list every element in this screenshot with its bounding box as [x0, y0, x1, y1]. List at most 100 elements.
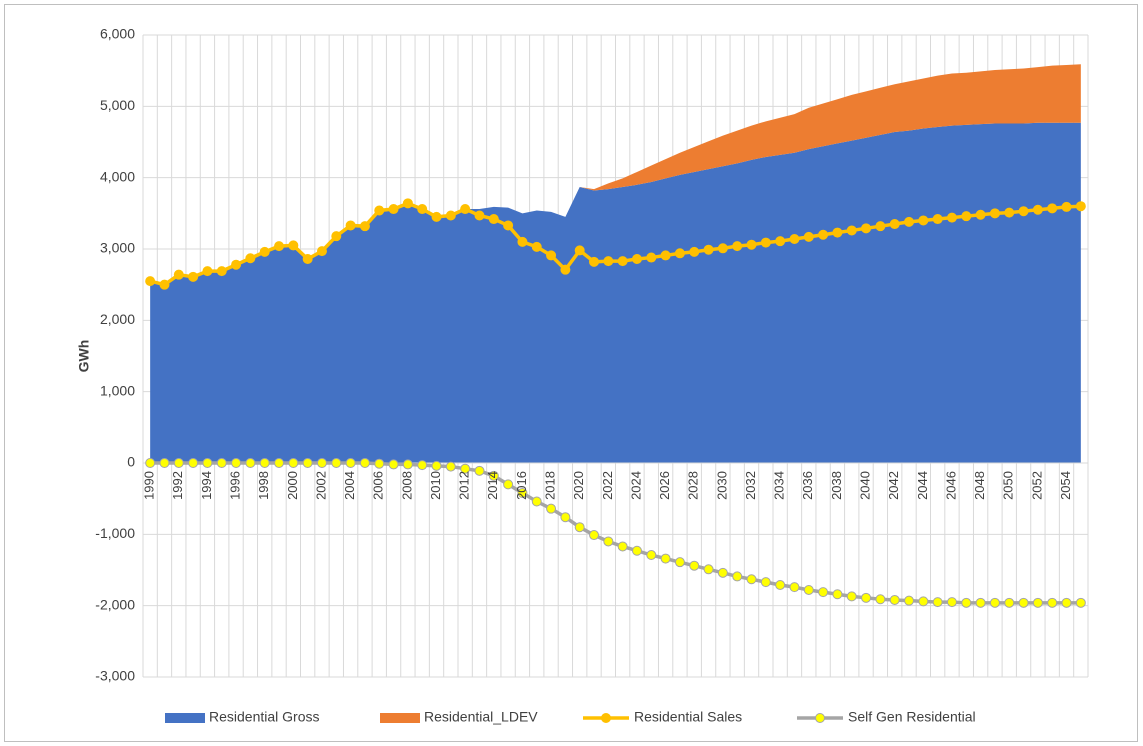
marker: [674, 557, 685, 568]
y-tick-label: 6,000: [100, 26, 135, 42]
marker: [732, 571, 743, 582]
marker: [975, 209, 986, 220]
marker: [646, 550, 657, 561]
marker: [546, 503, 557, 514]
y-tick-label: -2,000: [95, 596, 135, 612]
marker: [818, 229, 829, 240]
marker: [1061, 201, 1072, 212]
legend-label: Residential Sales: [634, 709, 742, 725]
marker: [245, 253, 256, 264]
marker: [631, 253, 642, 264]
x-tick-label: 2042: [886, 471, 901, 500]
marker: [846, 591, 857, 602]
marker: [302, 458, 313, 468]
marker: [861, 592, 872, 603]
marker: [989, 208, 1000, 219]
marker: [302, 253, 313, 264]
marker: [631, 545, 642, 556]
marker: [445, 461, 456, 472]
marker: [173, 458, 184, 468]
y-tick-label: 2,000: [100, 311, 135, 327]
x-tick-label: 2032: [743, 471, 758, 500]
x-tick-label: 2048: [972, 471, 987, 500]
x-tick-label: 2016: [514, 471, 529, 500]
x-tick-label: 1992: [170, 471, 185, 500]
x-tick-label: 2020: [571, 471, 586, 500]
marker: [274, 458, 285, 468]
y-tick-label: 1,000: [100, 382, 135, 398]
marker: [703, 244, 714, 255]
marker: [231, 259, 242, 270]
marker: [274, 241, 285, 252]
marker: [1061, 597, 1072, 608]
marker: [1047, 203, 1058, 214]
marker: [188, 458, 199, 468]
marker: [431, 460, 442, 471]
marker: [603, 536, 614, 547]
marker: [789, 582, 800, 593]
marker: [474, 210, 485, 221]
x-tick-label: 1990: [142, 471, 157, 500]
marker: [818, 587, 829, 598]
marker: [145, 458, 156, 468]
marker: [603, 256, 614, 267]
marker: [875, 594, 886, 605]
marker: [245, 458, 256, 468]
marker: [703, 564, 714, 575]
legend-swatch: [165, 713, 205, 723]
marker: [946, 597, 957, 608]
marker: [374, 205, 385, 216]
marker: [918, 596, 929, 607]
marker: [331, 458, 342, 468]
marker: [145, 276, 156, 287]
marker: [889, 219, 900, 230]
legend-swatch: [380, 713, 420, 723]
marker: [259, 458, 270, 468]
area: [150, 122, 1081, 464]
marker: [374, 458, 385, 469]
x-tick-label: 2034: [772, 471, 787, 500]
marker: [961, 597, 972, 608]
marker: [689, 246, 700, 257]
marker: [445, 210, 456, 221]
legend-label: Residential Gross: [209, 709, 320, 725]
x-tick-label: 2008: [399, 471, 414, 500]
marker: [674, 248, 685, 259]
marker: [316, 246, 327, 257]
marker: [574, 245, 585, 256]
marker: [488, 214, 499, 225]
x-tick-label: 2054: [1058, 471, 1073, 500]
marker: [402, 459, 413, 470]
marker: [503, 220, 514, 231]
marker: [517, 236, 528, 247]
y-tick-label: 4,000: [100, 168, 135, 184]
marker: [202, 266, 213, 277]
marker: [932, 597, 943, 608]
marker: [617, 541, 628, 552]
marker: [359, 221, 370, 232]
y-tick-label: -1,000: [95, 525, 135, 541]
marker: [259, 246, 270, 257]
marker: [331, 231, 342, 242]
x-tick-label: 2046: [943, 471, 958, 500]
marker: [517, 487, 528, 498]
marker: [560, 512, 571, 523]
marker: [1032, 204, 1043, 215]
legend-marker: [815, 713, 825, 723]
x-tick-label: 2044: [915, 471, 930, 500]
x-tick-label: 1994: [199, 471, 214, 500]
legend-marker: [601, 713, 611, 723]
x-tick-label: 2040: [858, 471, 873, 500]
x-tick-label: 2004: [342, 471, 357, 500]
marker: [560, 264, 571, 275]
x-tick-label: 2028: [686, 471, 701, 500]
marker: [417, 204, 428, 215]
marker: [775, 579, 786, 590]
x-tick-label: 2010: [428, 471, 443, 500]
x-tick-label: 2030: [714, 471, 729, 500]
legend-label: Self Gen Residential: [848, 709, 976, 725]
marker: [1032, 597, 1043, 608]
marker: [474, 465, 485, 476]
marker: [961, 211, 972, 222]
